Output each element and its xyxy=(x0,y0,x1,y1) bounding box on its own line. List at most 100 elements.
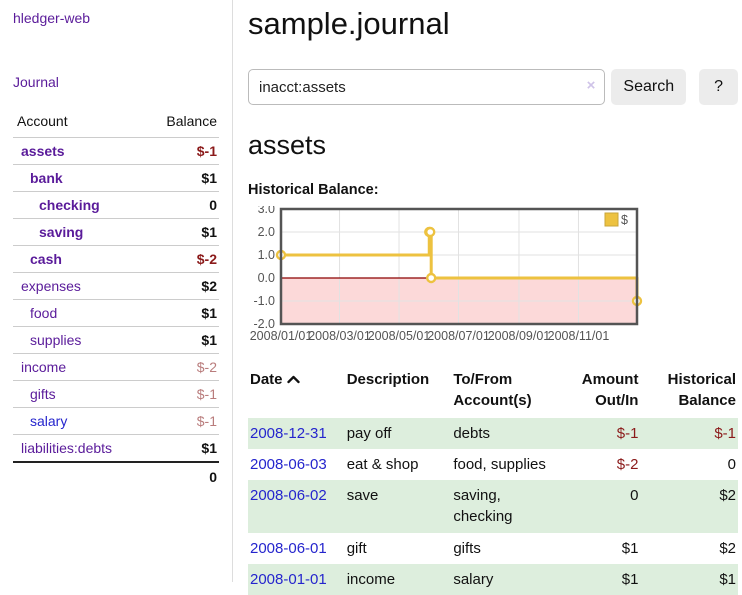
account-balance: $1 xyxy=(144,299,219,327)
historical-balance-label: Historical Balance: xyxy=(248,182,379,198)
account-balance: $1 xyxy=(144,326,219,354)
transaction-accounts: saving, checking xyxy=(453,487,513,526)
transaction-accounts: salary xyxy=(453,571,494,589)
register-header-accounts: To/From Account(s) xyxy=(453,371,532,410)
svg-text:0.0: 0.0 xyxy=(258,271,275,285)
account-balance: $-2 xyxy=(144,245,219,273)
account-link-liabilities-debts[interactable]: liabilities:debts xyxy=(21,440,113,456)
svg-text:2008/09/01: 2008/09/01 xyxy=(488,329,551,343)
accounts-total-value: 0 xyxy=(144,461,219,489)
transaction-amount: $1 xyxy=(621,571,639,589)
account-row-bank: bank $1 xyxy=(13,164,219,192)
search-box: × xyxy=(248,69,606,105)
account-link-income[interactable]: income xyxy=(21,359,67,375)
account-link-expenses[interactable]: expenses xyxy=(21,278,81,294)
account-row-food: food $1 xyxy=(13,299,219,327)
svg-text:2008/03/01: 2008/03/01 xyxy=(308,329,371,343)
search-form: × Search ? xyxy=(248,69,738,105)
account-balance: $-2 xyxy=(144,353,219,381)
transaction-balance: $1 xyxy=(719,571,736,589)
register-header-row: Date Description To/From Account(s) Amou… xyxy=(248,367,738,418)
transaction-description: income xyxy=(346,571,396,589)
sidebar: hledger-web Journal Account Balance asse… xyxy=(0,0,233,582)
transaction-amount: $-2 xyxy=(616,455,639,473)
register-header-amount: Amount Out/In xyxy=(581,371,639,410)
transaction-date-link[interactable]: 2008-12-31 xyxy=(250,424,327,442)
account-link-cash[interactable]: cash xyxy=(30,251,62,267)
page-title: sample.journal xyxy=(248,6,450,41)
svg-text:3.0: 3.0 xyxy=(258,206,275,216)
accounts-total-row: 0 xyxy=(13,461,219,489)
transaction-balance: $-1 xyxy=(714,424,736,442)
account-heading: assets xyxy=(248,130,327,160)
brand-link[interactable]: hledger-web xyxy=(13,10,91,26)
account-row-cash: cash $-2 xyxy=(13,245,219,273)
account-row-liabilities-debts: liabilities:debts $1 xyxy=(13,434,219,462)
account-balance: $1 xyxy=(144,164,219,192)
account-link-salary[interactable]: salary xyxy=(30,413,68,429)
register-row: 2008-06-02 save saving, checking 0 $2 xyxy=(248,480,738,533)
account-column-header: Account xyxy=(17,113,68,129)
search-input[interactable] xyxy=(248,69,606,105)
account-row-supplies: supplies $1 xyxy=(13,326,219,354)
transaction-amount: $1 xyxy=(621,539,639,557)
account-link-assets[interactable]: assets xyxy=(21,143,65,159)
svg-text:2008/07/01: 2008/07/01 xyxy=(427,329,490,343)
account-link-saving[interactable]: saving xyxy=(39,224,84,240)
register-header-balance: Historical Balance xyxy=(667,371,736,410)
account-link-bank[interactable]: bank xyxy=(30,170,63,186)
transaction-accounts: debts xyxy=(453,424,491,442)
help-button[interactable]: ? xyxy=(699,69,738,105)
svg-text:-2.0: -2.0 xyxy=(253,317,275,331)
account-row-salary: salary $-1 xyxy=(13,407,219,435)
transaction-description: eat & shop xyxy=(346,455,419,473)
accounts-header-row: Account Balance xyxy=(13,110,219,138)
account-link-checking[interactable]: checking xyxy=(39,197,100,213)
balance-column-header: Balance xyxy=(166,113,217,129)
transaction-balance: 0 xyxy=(727,455,736,473)
account-row-assets: assets $-1 xyxy=(13,137,219,165)
svg-text:2008/01/01: 2008/01/01 xyxy=(250,329,313,343)
account-row-saving: saving $1 xyxy=(13,218,219,246)
transaction-description: save xyxy=(346,487,379,505)
account-link-gifts[interactable]: gifts xyxy=(30,386,56,402)
svg-text:2008/05/01: 2008/05/01 xyxy=(368,329,431,343)
svg-text:2.0: 2.0 xyxy=(258,225,275,239)
register-table: Date Description To/From Account(s) Amou… xyxy=(248,367,738,595)
account-link-food[interactable]: food xyxy=(30,305,58,321)
sidebar-item-journal[interactable]: Journal xyxy=(13,74,59,90)
account-balance: $-1 xyxy=(144,137,219,165)
account-balance: $2 xyxy=(144,272,219,300)
register-row: 2008-01-01 income salary $1 $1 xyxy=(248,564,738,595)
transaction-date-link[interactable]: 2008-06-03 xyxy=(250,455,327,473)
svg-text:-1.0: -1.0 xyxy=(253,294,275,308)
register-header-description: Description xyxy=(346,371,430,388)
account-row-expenses: expenses $2 xyxy=(13,272,219,300)
register-row: 2008-06-01 gift gifts $1 $2 xyxy=(248,533,738,564)
svg-text:$: $ xyxy=(621,213,628,227)
search-button[interactable]: Search xyxy=(611,69,687,105)
account-balance: 0 xyxy=(144,191,219,219)
transaction-date-link[interactable]: 2008-06-01 xyxy=(250,539,327,557)
account-balance: $-1 xyxy=(144,407,219,435)
balance-chart-svg: 3.0 2.0 1.0 0.0 -1.0 -2.02008/01/012008/03/01… xyxy=(250,202,643,343)
transaction-description: pay off xyxy=(346,424,392,442)
register-row: 2008-06-03 eat & shop food, supplies $-2… xyxy=(248,449,738,480)
transaction-amount: $-1 xyxy=(616,424,639,442)
account-balance: $1 xyxy=(144,218,219,246)
svg-text:1.0: 1.0 xyxy=(258,248,275,262)
svg-text:2008/11/01: 2008/11/01 xyxy=(548,329,610,343)
historical-balance-chart: 3.0 2.0 1.0 0.0 -1.0 -2.0 2008/01/01 2008/03/01… xyxy=(248,202,738,353)
transaction-date-link[interactable]: 2008-06-02 xyxy=(250,487,327,505)
account-balance: $1 xyxy=(144,434,219,462)
clear-search-icon[interactable]: × xyxy=(586,77,596,94)
account-row-checking: checking 0 xyxy=(13,191,219,219)
transaction-balance: $2 xyxy=(719,487,736,505)
transaction-description: gift xyxy=(346,539,367,557)
main-panel: sample.journal × Search ? assets Histori… xyxy=(233,0,742,595)
account-link-supplies[interactable]: supplies xyxy=(30,332,82,348)
transaction-balance: $2 xyxy=(719,539,736,557)
transaction-date-link[interactable]: 2008-01-01 xyxy=(250,571,327,589)
account-row-income: income $-2 xyxy=(13,353,219,381)
register-row: 2008-12-31 pay off debts $-1 $-1 xyxy=(248,417,738,449)
